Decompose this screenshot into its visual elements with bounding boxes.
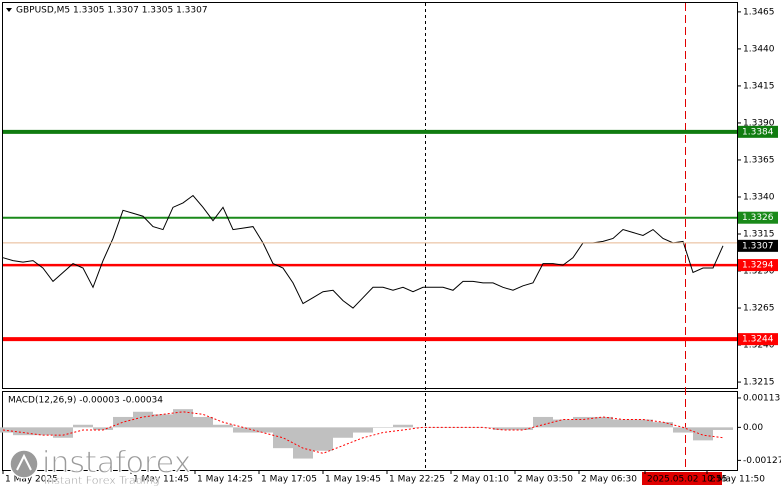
macd-bar	[473, 427, 493, 428]
macd-bar	[653, 422, 673, 428]
macd-bar	[253, 427, 273, 433]
y-tick-label: 1.3240	[743, 341, 775, 351]
macd-bar	[553, 419, 573, 428]
y-tick-label: 1.3290	[743, 267, 775, 277]
macd-bar	[353, 427, 373, 433]
macd-bar	[593, 416, 613, 428]
macd-bar	[0, 427, 13, 433]
y-tick-label: 1.3365	[743, 155, 775, 165]
macd-bar	[633, 419, 653, 428]
y-tick-label: 1.3465	[743, 7, 775, 17]
level-tag	[738, 125, 778, 138]
macd-title: MACD(12,26,9) -0.00003 -0.00034	[8, 396, 163, 406]
macd-bar	[373, 427, 393, 428]
macd-bar	[213, 424, 233, 428]
watermark: instaforex Instant Forex Trading	[9, 445, 192, 487]
level-tag-label: 1.3294	[742, 261, 774, 271]
x-tick-label: 1 May 22:25	[389, 475, 445, 485]
macd-bar	[613, 419, 633, 428]
x-tick-label: 2 May 03:50	[517, 475, 573, 485]
macd-bar	[693, 427, 713, 441]
macd-bar	[273, 427, 293, 449]
y-tick-label: 1.3415	[743, 81, 775, 91]
macd-bar	[113, 416, 133, 428]
macd-bar	[453, 427, 473, 428]
y-tick-label: 1.3390	[743, 118, 775, 128]
macd-bar	[233, 427, 253, 433]
signal-line	[2, 411, 724, 454]
plot: 1.3465 1.3440 1.3415 1.3390 1.3365 1.3340 1.33…	[0, 7, 781, 485]
y-tick-label: -0.00127	[743, 456, 781, 466]
x-tick-label: 1 May 17:05	[261, 475, 317, 485]
level-tag-label: 1.3326	[742, 213, 774, 223]
level-tag	[738, 211, 778, 224]
logo-icon	[9, 449, 39, 479]
macd-bar	[393, 424, 413, 428]
chart-title: GBPUSD,M5 1.3305 1.3307 1.3305 1.3307	[16, 6, 208, 16]
x-tick-label: 1 May 14:25	[197, 475, 253, 485]
y-tick-label: 1.3265	[743, 304, 775, 314]
x-tick-label: 1 May 11:45	[133, 475, 189, 485]
macd-bar	[713, 427, 733, 430]
x-tick-label: 2 May 11:50	[709, 475, 765, 485]
logo-text: instaforex	[42, 446, 191, 481]
x-tick-label: 2 May 06:30	[581, 475, 637, 485]
macd-bar	[293, 427, 313, 459]
logo-icon-mark	[16, 453, 32, 471]
level-tag	[738, 259, 778, 272]
level-tag-label: 1.3384	[742, 127, 774, 137]
y-tick-label: 1.3215	[743, 378, 775, 388]
price-line	[2, 194, 724, 309]
level-tag	[738, 333, 778, 346]
x-tick-label: 1 May 2025	[5, 475, 58, 485]
macd-bar	[573, 416, 593, 428]
macd-bar	[133, 411, 153, 428]
current-price-label: 1.3307	[742, 241, 774, 251]
x-tick-label: 2025.05.02 10:55	[647, 475, 727, 485]
main-pane	[2, 2, 738, 389]
macd-bar	[413, 427, 433, 428]
macd-bar	[193, 416, 213, 428]
macd-bar	[173, 409, 193, 428]
macd-bar	[673, 427, 693, 433]
current-price-tag	[738, 239, 778, 252]
macd-bar	[313, 427, 333, 451]
macd-bar	[53, 427, 73, 438]
macd-bar	[93, 427, 113, 430]
macd-bar	[513, 427, 533, 430]
x-tick-label: 2 May 01:10	[453, 475, 509, 485]
macd-bar	[533, 416, 553, 428]
level-tag-label: 1.3244	[742, 335, 774, 345]
macd-bar	[333, 427, 353, 438]
macd-bar	[73, 424, 93, 428]
macd-bar	[153, 414, 173, 428]
y-tick-label: 1.3440	[743, 44, 775, 54]
y-tick-label: 1.3315	[743, 230, 775, 240]
y-tick-label: 0.00113	[743, 393, 780, 403]
logo-tagline: Instant Forex Trading	[44, 474, 160, 487]
macd-bar	[13, 427, 33, 436]
time-highlight	[642, 472, 722, 485]
macd-bar	[33, 427, 53, 436]
macd-bar	[493, 427, 513, 430]
x-tick-label: 1 May 19:45	[325, 475, 381, 485]
macd-bar	[433, 427, 453, 428]
y-tick-label: 0.00	[743, 423, 763, 433]
y-tick-label: 1.3340	[743, 192, 775, 202]
dropdown-icon	[6, 8, 12, 12]
